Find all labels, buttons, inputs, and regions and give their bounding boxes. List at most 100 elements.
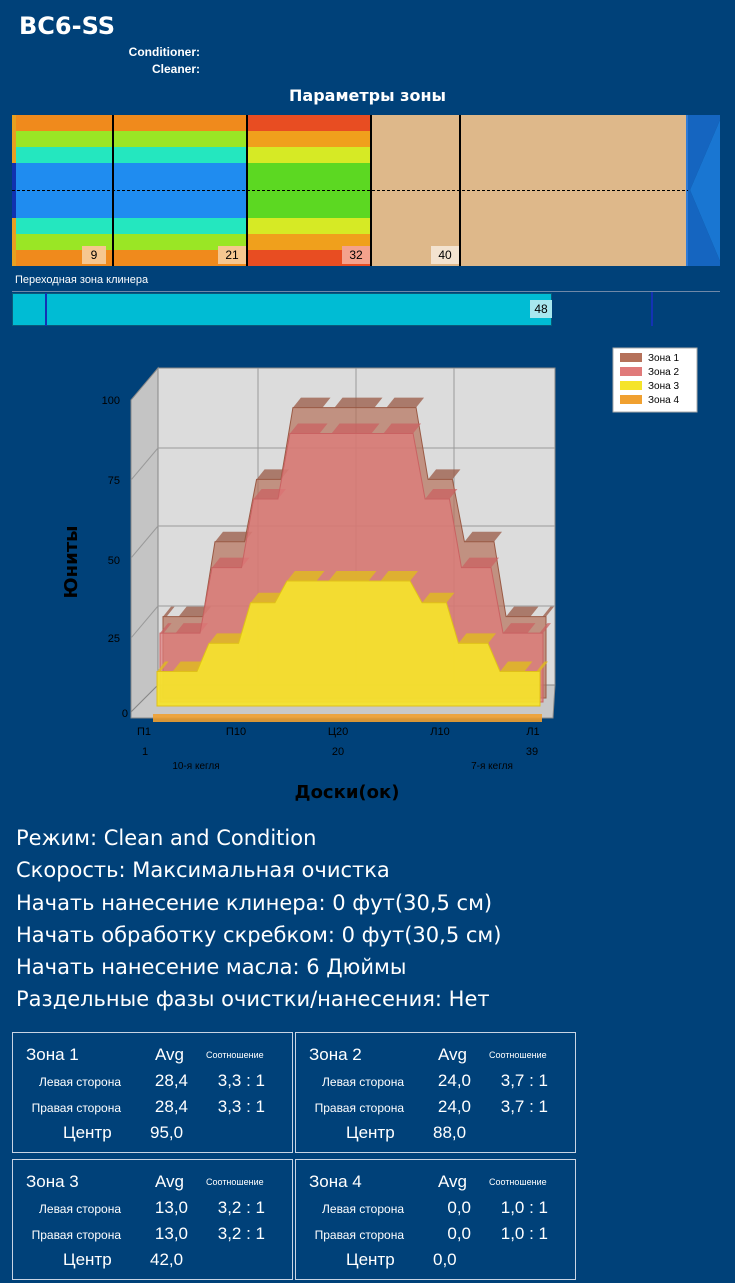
series-1-step-1: [163, 606, 175, 617]
transition-zone-bar: [12, 293, 552, 326]
series-2-step-6: [331, 423, 380, 434]
series-2-step-8: [425, 488, 458, 499]
zone-marker-1: 9: [91, 248, 98, 262]
ratio-header: Соотношение: [489, 1177, 547, 1187]
series-2-step-10: [503, 623, 536, 634]
series-2-step-7: [383, 423, 422, 434]
right-side-ratio: 3,7 : 1: [500, 1097, 548, 1116]
center-label: Центр: [346, 1123, 395, 1142]
series-2-step-11: [539, 623, 551, 634]
avg-header: Avg: [155, 1172, 184, 1191]
series-1-step-6: [334, 397, 383, 408]
x-tick-l1: Л1: [526, 726, 539, 738]
x-number-39: 39: [526, 746, 538, 758]
series-3-step-10: [500, 661, 533, 672]
center-label: Центр: [63, 1123, 112, 1142]
conditioner-label: Conditioner:: [128, 45, 200, 59]
transition-marker-end: [651, 292, 653, 326]
center-label: Центр: [346, 1250, 395, 1269]
series-3-step-2: [172, 661, 205, 672]
series-1-step-11: [542, 606, 554, 617]
center-value: 42,0: [150, 1250, 184, 1269]
x-tick-c20: Ц20: [328, 726, 348, 738]
series-3-step-5: [286, 570, 325, 581]
separate-phases-line: Раздельные фазы очистки/нанесения: Нет: [16, 987, 490, 1011]
section-title: Параметры зоны: [289, 86, 446, 105]
series-1-step-4: [256, 469, 289, 480]
right-side-label: Правая сторона: [31, 1101, 121, 1115]
center-label: Центр: [63, 1250, 112, 1269]
avg-header: Avg: [438, 1172, 467, 1191]
center-value: 0,0: [433, 1250, 457, 1269]
left-side-ratio: 3,7 : 1: [500, 1071, 548, 1090]
right-side-ratio: 1,0 : 1: [500, 1224, 548, 1243]
left-side-label: Левая сторона: [39, 1202, 121, 1216]
left-side-ratio: 3,3 : 1: [217, 1071, 265, 1090]
series-3: [156, 570, 548, 707]
chart-legend: Зона 1 Зона 2 Зона 3 Зона 4: [612, 347, 698, 413]
series-3-step-4: [250, 592, 283, 603]
x-tick-p1: П1: [137, 726, 151, 738]
series-2-step-1: [160, 623, 172, 634]
center-value: 88,0: [433, 1123, 467, 1142]
legend-swatch-zone3: [620, 381, 642, 390]
speed-line: Скорость: Максимальная очистка: [16, 858, 390, 882]
right-side-label: Правая сторона: [314, 1101, 404, 1115]
series-1-step-8: [428, 469, 461, 480]
transition-marker-start: [45, 293, 47, 326]
series-3-step-3: [208, 633, 247, 644]
series-1-step-5: [292, 397, 331, 408]
x-tick-l10: Л10: [430, 726, 449, 738]
left-side-avg: 13,0: [154, 1198, 188, 1217]
legend-zone1: Зона 1: [648, 353, 679, 364]
cleaner-label: Cleaner:: [151, 62, 200, 76]
zone-name: Зона 3: [26, 1172, 79, 1191]
zone-marker-4: 40: [438, 248, 452, 262]
right-side-ratio: 3,2 : 1: [217, 1224, 265, 1243]
zone-marker-2: 21: [225, 248, 239, 262]
series-3-step-9: [458, 633, 497, 644]
legend-swatch-zone2: [620, 367, 642, 376]
series-3-step-8: [422, 592, 455, 603]
cleaner-start-line: Начать нанесение клинера: 0 фут(30,5 см): [16, 891, 493, 915]
transition-divider: [12, 291, 720, 292]
zone-name: Зона 4: [309, 1172, 362, 1191]
legend-swatch-zone4: [620, 395, 642, 404]
transition-zone-value: 48: [530, 300, 552, 318]
y-tick-25: 25: [108, 633, 120, 645]
ratio-header: Соотношение: [489, 1050, 547, 1060]
page-title: BC6-SS: [19, 12, 116, 40]
x-note-10th-pin: 10-я кегля: [172, 761, 219, 772]
series-4: [153, 714, 542, 722]
center-value: 95,0: [150, 1123, 184, 1142]
right-side-avg: 0,0: [447, 1224, 471, 1243]
right-side-ratio: 3,3 : 1: [217, 1097, 265, 1116]
y-tick-100: 100: [102, 395, 120, 407]
left-side-ratio: 1,0 : 1: [500, 1198, 548, 1217]
right-side-label: Правая сторона: [31, 1228, 121, 1242]
series-2-step-4: [253, 488, 286, 499]
series-3-step-11: [536, 661, 548, 672]
squeegee-start-line: Начать обработку скребком: 0 фут(30,5 см…: [16, 923, 502, 947]
series-3-step-7: [380, 570, 419, 581]
series-1-step-3: [214, 531, 253, 542]
legend-swatch-zone1: [620, 353, 642, 362]
right-side-avg: 28,4: [154, 1097, 188, 1116]
left-side-avg: 28,4: [154, 1071, 188, 1090]
oil-pattern-chart: 100 75 50 25 0 П1 П10 Ц20 Л10 Л1 1 20 39…: [61, 347, 698, 803]
series-3-step-1: [157, 661, 169, 672]
zone-box-2: Зона 2 Avg Соотношение Левая сторона 24,…: [295, 1032, 576, 1153]
x-note-7th-pin: 7-я кегля: [471, 761, 513, 772]
left-side-avg: 0,0: [447, 1198, 471, 1217]
transition-zone-label: Переходная зона клинера: [15, 274, 149, 286]
zone-name: Зона 2: [309, 1045, 362, 1064]
zone-parameters-strip: 9 21 32 40: [12, 115, 720, 266]
zone-box-3: Зона 3 Avg Соотношение Левая сторона 13,…: [12, 1159, 293, 1280]
x-number-1: 1: [142, 746, 148, 758]
legend-zone3: Зона 3: [648, 381, 679, 392]
left-side-avg: 24,0: [437, 1071, 471, 1090]
zone-box-1: Зона 1 Avg Соотношение Левая сторона 28,…: [12, 1032, 293, 1153]
y-tick-0: 0: [122, 708, 128, 720]
y-axis-title: Юниты: [61, 526, 82, 599]
x-tick-p10: П10: [226, 726, 246, 738]
